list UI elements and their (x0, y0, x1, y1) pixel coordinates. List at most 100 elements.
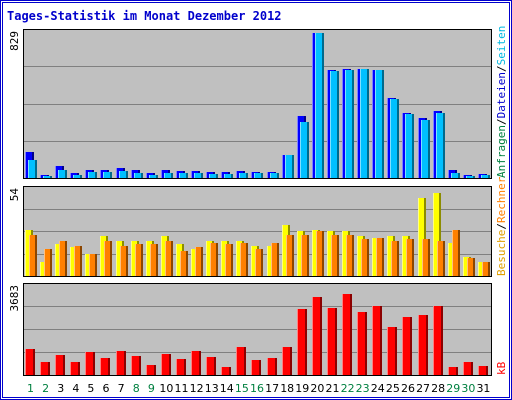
bar-highlight (361, 239, 362, 276)
bar-body (448, 367, 456, 375)
bar-highlight (103, 172, 104, 178)
bar-highlight (282, 347, 283, 375)
bar-highlight (146, 365, 147, 375)
bar-body (251, 246, 257, 276)
bar-body (134, 173, 141, 178)
bar-dateien-day-20 (315, 33, 324, 178)
bar-highlight (482, 262, 483, 276)
bar-dateien-day-14 (224, 174, 233, 178)
bar-highlight (251, 246, 252, 276)
x-tick-label: 12 (190, 382, 204, 395)
x-tick-label: 9 (148, 382, 155, 395)
bar-highlight (131, 241, 132, 276)
x-tick-label: 8 (133, 382, 140, 395)
panel-top: 829 (8, 29, 492, 179)
bar-highlight (165, 241, 166, 276)
x-tick-label: 26 (401, 382, 415, 395)
bar-body (433, 193, 439, 276)
bar-rechner-day-4 (74, 246, 82, 276)
bar-highlight (297, 231, 298, 276)
bar-kb-day-11 (176, 359, 186, 375)
bar-highlight (131, 356, 132, 375)
x-tick-label: 2 (42, 382, 49, 395)
x-tick-label: 28 (431, 382, 445, 395)
bar-highlight (481, 175, 482, 178)
bar-body (361, 239, 367, 276)
bar-highlight (135, 244, 136, 276)
bar-highlight (330, 71, 331, 178)
bar-body (179, 173, 186, 178)
bar-rechner-day-2 (44, 249, 52, 276)
bar-rechner-day-17 (271, 243, 279, 276)
bar-highlight (180, 251, 181, 276)
bar-body (387, 236, 393, 276)
bar-body (267, 246, 273, 276)
bar-highlight (254, 173, 255, 178)
x-tick-label: 27 (416, 382, 430, 395)
bar-body (180, 251, 186, 276)
bar-body (357, 236, 363, 276)
bar-rechner-day-22 (346, 235, 354, 276)
bar-highlight (240, 243, 241, 276)
bar-body (391, 241, 397, 276)
bar-highlight (191, 171, 192, 178)
bar-body (300, 122, 307, 178)
bar-body (327, 231, 333, 276)
bar-highlight (422, 239, 423, 276)
x-tick-label: 7 (118, 382, 125, 395)
bar-highlight (134, 173, 135, 178)
bar-body (478, 366, 486, 375)
bar-highlight (43, 176, 44, 178)
bar-kb-day-2 (40, 362, 50, 375)
bar-body (357, 312, 365, 375)
bar-body (418, 315, 426, 375)
legend-entry: Dateien (495, 72, 508, 118)
x-tick-label: 23 (356, 382, 370, 395)
bar-rechner-day-5 (89, 254, 97, 276)
bar-dateien-day-19 (300, 122, 309, 178)
bar-highlight (40, 262, 41, 276)
bar-body (448, 243, 454, 276)
bar-body (161, 236, 167, 276)
legend-bottom: kB (495, 361, 508, 375)
bar-highlight (225, 244, 226, 276)
bar-highlight (315, 33, 316, 178)
y-max-label: 54 (8, 188, 21, 202)
bar-body (165, 241, 171, 276)
bar-body (312, 230, 318, 276)
bar-highlight (70, 173, 71, 178)
bar-highlight (70, 362, 71, 375)
bar-highlight (282, 155, 283, 178)
bar-body (194, 173, 201, 178)
bar-highlight (119, 171, 120, 178)
bar-highlight (286, 235, 287, 276)
bar-highlight (161, 354, 162, 375)
chart-panels: 829 54 3683 (8, 29, 492, 376)
bar-body (103, 172, 110, 178)
bar-highlight (327, 70, 328, 178)
bar-highlight (74, 246, 75, 276)
bar-dateien-day-2 (43, 176, 52, 178)
bar-highlight (463, 257, 464, 276)
bar-highlight (164, 173, 165, 178)
bar-body (315, 33, 322, 178)
bar-body (55, 355, 63, 375)
bar-highlight (255, 249, 256, 276)
bar-highlight (406, 239, 407, 276)
bar-highlight (116, 351, 117, 375)
bar-body (176, 359, 184, 375)
bar-highlight (25, 230, 26, 276)
bar-body (120, 246, 126, 276)
bar-kb-day-16 (251, 360, 261, 375)
bar-rechner-day-10 (165, 241, 173, 276)
bar-highlight (327, 308, 328, 375)
bar-kb-day-21 (327, 308, 337, 375)
bar-body (74, 246, 80, 276)
x-tick-label: 5 (87, 382, 94, 395)
bar-highlight (85, 170, 86, 178)
bar-highlight (467, 258, 468, 276)
bar-body (146, 365, 154, 375)
bar-rechner-day-21 (331, 235, 339, 276)
bar-highlight (100, 170, 101, 178)
bar-kb-day-5 (85, 352, 95, 375)
